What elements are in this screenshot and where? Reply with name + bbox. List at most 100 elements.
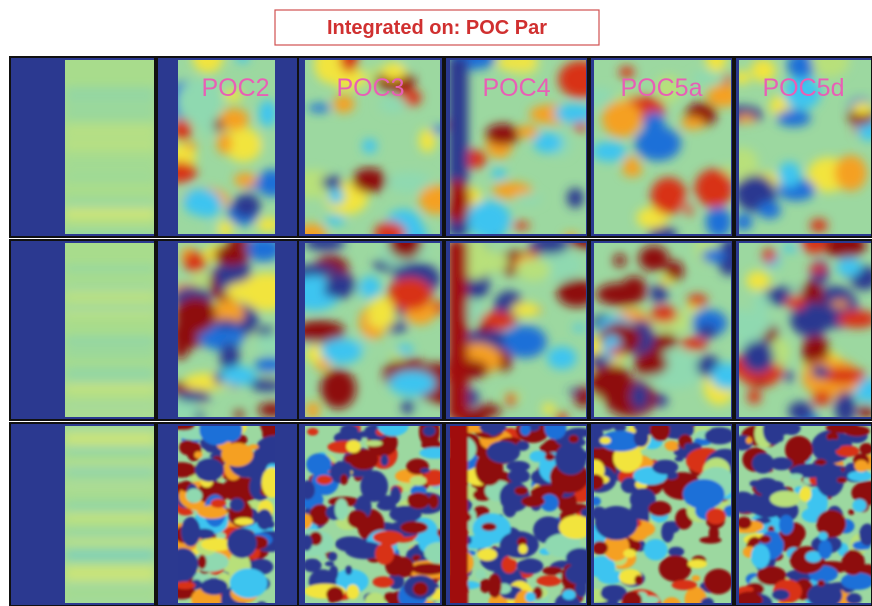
stripe (65, 577, 155, 584)
stripe (65, 129, 155, 134)
blob (705, 427, 735, 444)
panel-label: POC5d (763, 74, 845, 102)
blob (684, 204, 693, 216)
blob (325, 561, 334, 566)
blob (630, 384, 648, 410)
blob (356, 431, 370, 437)
blob (214, 118, 223, 131)
blob (219, 108, 249, 130)
blob (854, 460, 868, 472)
heatmap (441, 233, 599, 428)
blob (659, 555, 692, 581)
blob (387, 278, 432, 311)
blob (562, 590, 575, 600)
blob (634, 575, 643, 585)
stripe (65, 403, 155, 409)
blob (488, 574, 502, 598)
stripe (65, 486, 155, 489)
blob (529, 451, 546, 462)
heatmap (65, 57, 155, 242)
stripe (65, 502, 155, 508)
stripe (65, 447, 155, 451)
blob (325, 216, 345, 225)
blob (778, 162, 801, 188)
blob (812, 391, 831, 406)
blob (706, 508, 726, 524)
blob (193, 191, 222, 218)
blob (758, 201, 782, 219)
panel-label: POC3 (336, 74, 404, 102)
heatmap (162, 43, 287, 237)
blob (306, 453, 332, 475)
stripe (65, 307, 155, 311)
blob (186, 489, 202, 503)
blob (770, 457, 793, 470)
blob (335, 499, 348, 521)
panel-grid (10, 43, 872, 606)
blob (315, 360, 330, 370)
blob (753, 292, 769, 318)
blob (511, 302, 538, 317)
blob (809, 264, 828, 274)
blob (195, 458, 224, 482)
stripe (65, 368, 155, 375)
stripe (65, 439, 155, 444)
blob (475, 569, 486, 579)
blob (518, 544, 527, 554)
blob (844, 426, 870, 437)
blob (506, 461, 529, 472)
blob (353, 503, 368, 508)
stripe (65, 204, 155, 208)
stripe (65, 479, 155, 482)
blob (547, 346, 577, 369)
blob (810, 219, 828, 233)
stripe (65, 568, 155, 573)
blob (779, 515, 794, 535)
stripe (65, 547, 155, 552)
stripe (65, 142, 155, 148)
blob (695, 169, 734, 208)
blob (542, 404, 555, 415)
blob (543, 523, 553, 532)
blob (643, 112, 665, 134)
blob (390, 486, 401, 504)
blob (326, 587, 344, 602)
blob (817, 580, 825, 587)
blob (517, 441, 530, 451)
stripe (65, 107, 155, 111)
blob (466, 252, 509, 273)
edge-strip (448, 423, 468, 606)
blob (375, 543, 394, 565)
blob (345, 565, 352, 575)
blob (217, 132, 232, 154)
blob (837, 477, 847, 483)
blob (639, 246, 669, 271)
blob (423, 425, 436, 436)
blob (600, 437, 611, 444)
blob (362, 139, 376, 153)
blob (481, 523, 496, 531)
page: Integrated on: POC Par POC2POC3POC4POC5a… (0, 0, 872, 606)
heatmap (288, 230, 463, 420)
stripe (65, 88, 155, 94)
blob (681, 117, 705, 130)
blob (648, 501, 671, 516)
blob (397, 344, 413, 353)
blob (624, 157, 639, 167)
blob (846, 593, 862, 604)
blob (684, 443, 693, 450)
stripe (65, 209, 155, 215)
stripe (65, 98, 155, 102)
title: Integrated on: POC Par (327, 17, 547, 39)
blobs (439, 416, 600, 606)
blob (384, 592, 397, 602)
blob (592, 541, 608, 554)
blob (219, 248, 241, 264)
blob (506, 393, 515, 406)
blob (329, 565, 338, 580)
blob (589, 364, 632, 400)
blob (770, 491, 801, 507)
blob (516, 259, 551, 281)
blob (568, 389, 580, 394)
blob (602, 101, 642, 137)
